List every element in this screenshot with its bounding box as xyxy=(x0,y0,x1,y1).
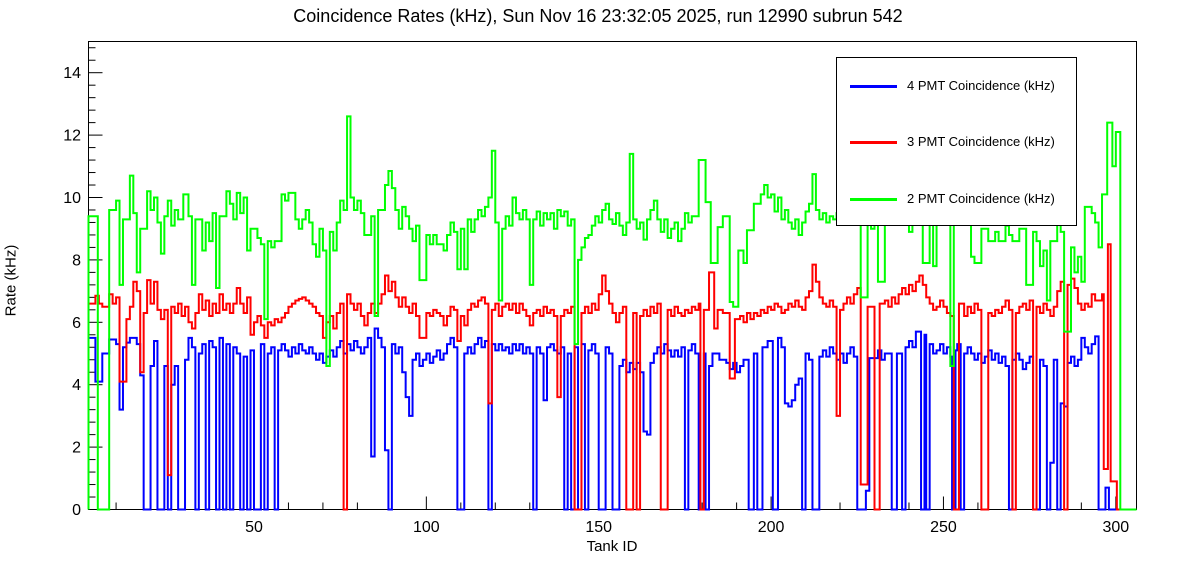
legend-label: 3 PMT Coincidence (kHz) xyxy=(907,134,1055,149)
y-tick-label: 2 xyxy=(72,440,81,457)
series-2pmt-histogram xyxy=(87,115,1137,511)
legend-label: 4 PMT Coincidence (kHz) xyxy=(907,78,1055,93)
legend-entry-4pmt: 4 PMT Coincidence (kHz) xyxy=(837,76,1076,96)
legend-box: 4 PMT Coincidence (kHz) 3 PMT Coincidenc… xyxy=(836,57,1077,226)
y-tick-label: 6 xyxy=(72,315,81,332)
green-line-swatch xyxy=(850,198,897,201)
y-tick-label: 8 xyxy=(72,252,81,269)
red-line-swatch xyxy=(850,141,897,144)
blue-line-swatch xyxy=(850,85,897,88)
x-tick-label: 300 xyxy=(1102,519,1129,536)
y-axis-title: Rate (kHz) xyxy=(2,244,20,317)
series-4pmt-histogram xyxy=(88,327,1137,511)
plot-title: Coincidence Rates (kHz), Sun Nov 16 23:3… xyxy=(293,6,903,26)
x-tick-label: 50 xyxy=(245,519,263,536)
y-tick-label: 4 xyxy=(72,377,81,394)
legend-entry-2pmt: 2 PMT Coincidence (kHz) xyxy=(837,189,1076,209)
legend-entry-3pmt: 3 PMT Coincidence (kHz) xyxy=(837,132,1076,152)
x-tick-label: 250 xyxy=(930,519,957,536)
x-tick-label: 100 xyxy=(413,519,440,536)
y-tick-label: 0 xyxy=(72,502,81,519)
x-axis-title: Tank ID xyxy=(586,538,638,555)
x-tick-label: 150 xyxy=(585,519,612,536)
y-tick-label: 10 xyxy=(63,190,81,207)
legend-label: 2 PMT Coincidence (kHz) xyxy=(907,191,1055,206)
x-tick-label: 200 xyxy=(758,519,785,536)
y-tick-label: 14 xyxy=(63,65,81,82)
series-3pmt-histogram xyxy=(88,243,1137,511)
y-tick-label: 12 xyxy=(63,128,81,145)
